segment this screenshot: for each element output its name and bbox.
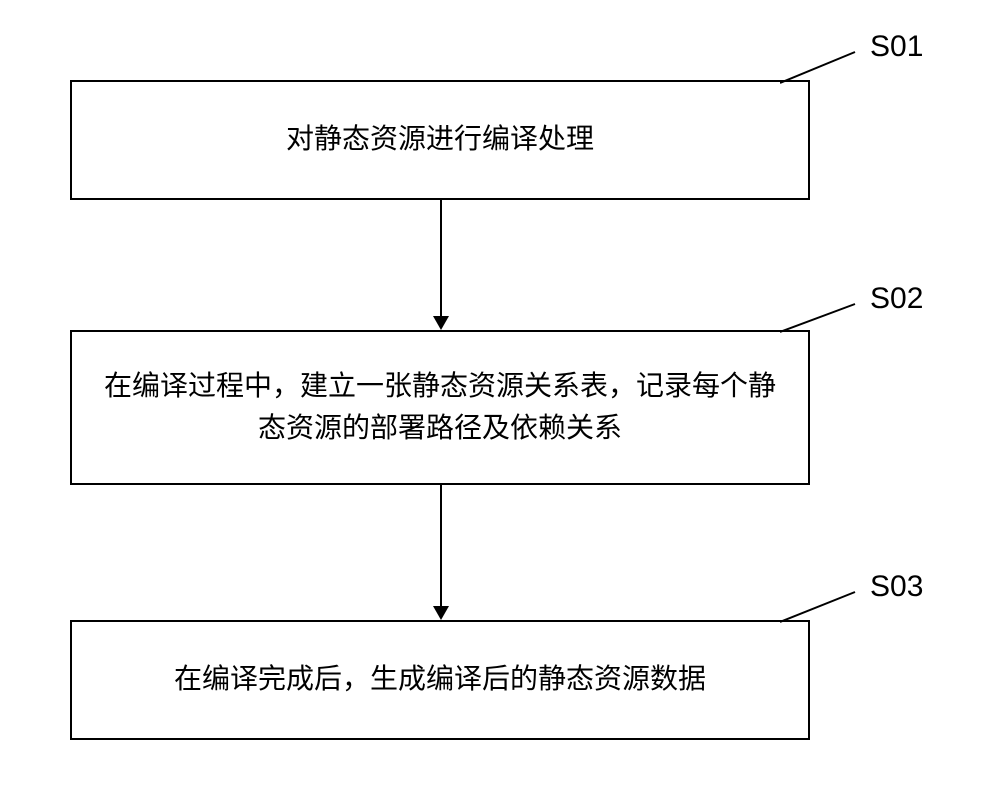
arrow-2-3-head [433, 606, 449, 620]
flow-step-1: 对静态资源进行编译处理 [70, 80, 810, 200]
label-connector-2 [780, 302, 860, 334]
flow-step-2-text: 在编译过程中，建立一张静态资源关系表，记录每个静态资源的部署路径及依赖关系 [92, 366, 788, 450]
arrow-2-3-line [440, 485, 442, 608]
flow-step-3: 在编译完成后，生成编译后的静态资源数据 [70, 620, 810, 740]
flow-step-3-text: 在编译完成后，生成编译后的静态资源数据 [174, 659, 706, 701]
flow-step-2: 在编译过程中，建立一张静态资源关系表，记录每个静态资源的部署路径及依赖关系 [70, 330, 810, 485]
step-label-1: S01 [870, 30, 923, 64]
label-connector-3 [780, 590, 860, 624]
label-connector-1 [780, 50, 860, 85]
arrow-1-2-head [433, 316, 449, 330]
flow-step-1-text: 对静态资源进行编译处理 [286, 119, 594, 161]
step-label-2: S02 [870, 282, 923, 316]
arrow-1-2-line [440, 200, 442, 318]
step-label-3: S03 [870, 570, 923, 604]
